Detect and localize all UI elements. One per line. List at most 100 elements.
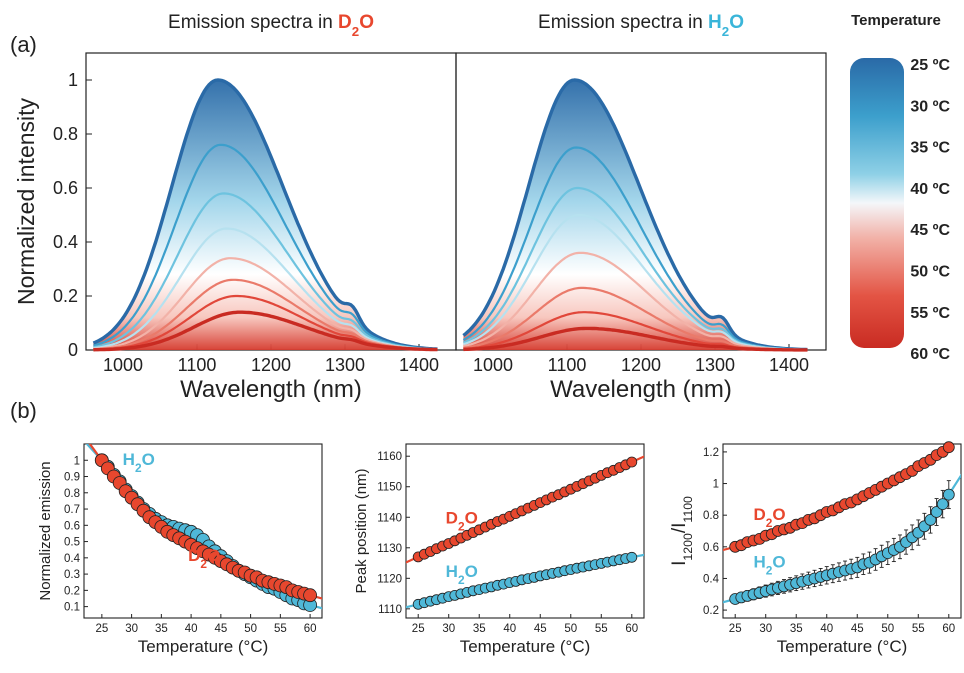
- y-tick-label: 0.1: [64, 602, 80, 614]
- temperature-colorbar: Temperature 25 ºC 30 ºC 35 ºC 40 ºC 45 ºC 50 …: [850, 12, 950, 363]
- series-line-25: [462, 78, 808, 352]
- y-tick-label: 0.8: [64, 488, 80, 500]
- series-label-part: O: [207, 546, 220, 565]
- y-tick-label: 1150: [377, 482, 402, 494]
- series-label-part: O: [465, 562, 478, 581]
- y-tick-label: 1: [713, 479, 719, 491]
- y-tick-label: 0.5: [64, 537, 80, 549]
- x-tick-label: 35: [473, 623, 486, 635]
- colorbar-label: 30 ºC: [910, 98, 950, 115]
- series-line-30: [93, 143, 438, 351]
- y-tick-label: 1: [68, 70, 78, 90]
- chart-title: Emission spectra in D2O: [168, 12, 374, 39]
- series-label-part: O: [772, 552, 785, 571]
- chart-title-solvent-sub: 2: [722, 24, 729, 39]
- y-axis-label: Normalized emission: [37, 461, 54, 600]
- y-tick-label: 1160: [377, 451, 402, 463]
- x-tick-label: 35: [155, 623, 168, 635]
- y-tick-label: 0.6: [703, 542, 719, 554]
- x-axis-label: Temperature (°C): [460, 637, 591, 656]
- series-label: D2O: [446, 508, 478, 533]
- x-tick-label: 45: [214, 623, 227, 635]
- y-axis-label: Peak position (nm): [353, 468, 370, 593]
- series-label-part: O: [772, 505, 785, 524]
- y-tick-label: 0.2: [53, 286, 78, 306]
- chart-title-prefix: Emission spectra in: [168, 12, 338, 33]
- x-tick-label: 60: [625, 623, 638, 635]
- plot-frame: [405, 443, 645, 619]
- plot-frame: [722, 443, 962, 619]
- x-tick-label: 1200: [621, 355, 661, 375]
- panel-label-b: (b): [10, 398, 37, 423]
- y-axis-label-sub: 1100: [681, 496, 695, 523]
- data-point: [924, 514, 937, 526]
- series-line-35: [93, 192, 438, 351]
- data-point: [942, 441, 955, 454]
- x-tick-label: 1300: [325, 355, 365, 375]
- x-tick-label: 1100: [548, 355, 587, 375]
- spectra-h2o-chart: Emission spectra in H2O 1000 1100 1200 1300 1…: [455, 12, 827, 403]
- series-label: H2O: [446, 562, 478, 587]
- y-tick-label: 0.2: [703, 605, 719, 617]
- y-tick-label: 1.2: [703, 447, 719, 459]
- series-label: D2O: [754, 505, 786, 530]
- y-tick-label: 1: [74, 455, 80, 467]
- series-label-part: D: [446, 508, 458, 527]
- panel-label-a: (a): [10, 32, 37, 57]
- series-label-part: H: [446, 562, 458, 581]
- y-tick-label: 0.9: [64, 472, 80, 484]
- series-label-sub: 2: [458, 573, 465, 587]
- x-tick-label: 40: [820, 623, 833, 635]
- y-tick-label: 0.8: [703, 510, 719, 522]
- fit-line: [88, 444, 322, 600]
- x-tick-label: 1200: [251, 355, 291, 375]
- series-label-sub: 2: [200, 557, 207, 571]
- normalized-emission-chart: 25 30 35 40 45 50 55 60 0.1 0.2 0.3 0.4 0.5 0.6 0.7 0.8…: [37, 443, 323, 656]
- x-tick-label: 35: [790, 623, 803, 635]
- series-line-25: [92, 78, 438, 351]
- colorbar-label: 55 ºC: [910, 305, 950, 322]
- y-tick-label: 0: [68, 340, 78, 360]
- y-axis-label-sub: 1200: [681, 533, 695, 561]
- x-tick-label: 55: [595, 623, 608, 635]
- chart-title-solvent: D: [338, 12, 352, 33]
- y-tick-label: 0.4: [64, 553, 81, 565]
- data-point: [626, 551, 638, 563]
- peak-position-chart: 25 30 35 40 45 50 55 60 1110 1120 1130 1140 1150 1160…: [353, 443, 645, 656]
- x-tick-label: 45: [851, 623, 864, 635]
- y-tick-label: 0.4: [703, 573, 720, 585]
- chart-title-solvent-sub: 2: [352, 24, 359, 39]
- x-axis-label: Wavelength (nm): [180, 376, 362, 403]
- x-tick-label: 1400: [769, 355, 809, 375]
- y-tick-label: 1140: [377, 512, 402, 524]
- colorbar-label: 25 ºC: [910, 57, 950, 74]
- intensity-ratio-chart: 25 30 35 40 45 50 55 60 0.2 0.4 0.6 0.8 1 1.2 Temperat…: [669, 441, 962, 656]
- x-tick-label: 1000: [473, 355, 513, 375]
- colorbar-gradient: [850, 58, 904, 348]
- series-label-sub: 2: [135, 461, 142, 475]
- y-tick-label: 0.2: [64, 585, 80, 597]
- x-tick-label: 50: [564, 623, 577, 635]
- plot-frame: [83, 443, 323, 619]
- colorbar-label: 40 ºC: [910, 181, 950, 198]
- y-axis-label: Normalized intensity: [13, 97, 39, 305]
- series-line-60: [463, 326, 808, 352]
- x-tick-label: 55: [912, 623, 925, 635]
- y-tick-label: 0.4: [53, 232, 78, 252]
- x-axis-label: Wavelength (nm): [550, 376, 732, 403]
- chart-title-prefix: Emission spectra in: [538, 12, 708, 33]
- series-label-sub: 2: [766, 563, 773, 577]
- y-tick-label: 0.3: [64, 569, 80, 581]
- y-tick-label: 0.6: [64, 520, 80, 532]
- series-label-part: O: [465, 508, 478, 527]
- y-tick-label: 0.6: [53, 178, 78, 198]
- x-tick-label: 60: [942, 623, 955, 635]
- series-label-part: H: [123, 450, 135, 469]
- series-line-60: [93, 310, 438, 352]
- y-tick-label: 0.7: [64, 504, 80, 516]
- data-point: [930, 506, 943, 518]
- spectra-d2o-chart: Emission spectra in D2O 1000 1100 1200 1300 1…: [13, 12, 457, 403]
- x-tick-label: 1100: [178, 355, 217, 375]
- x-tick-label: 1400: [399, 355, 439, 375]
- x-axis-label: Temperature (°C): [138, 637, 269, 656]
